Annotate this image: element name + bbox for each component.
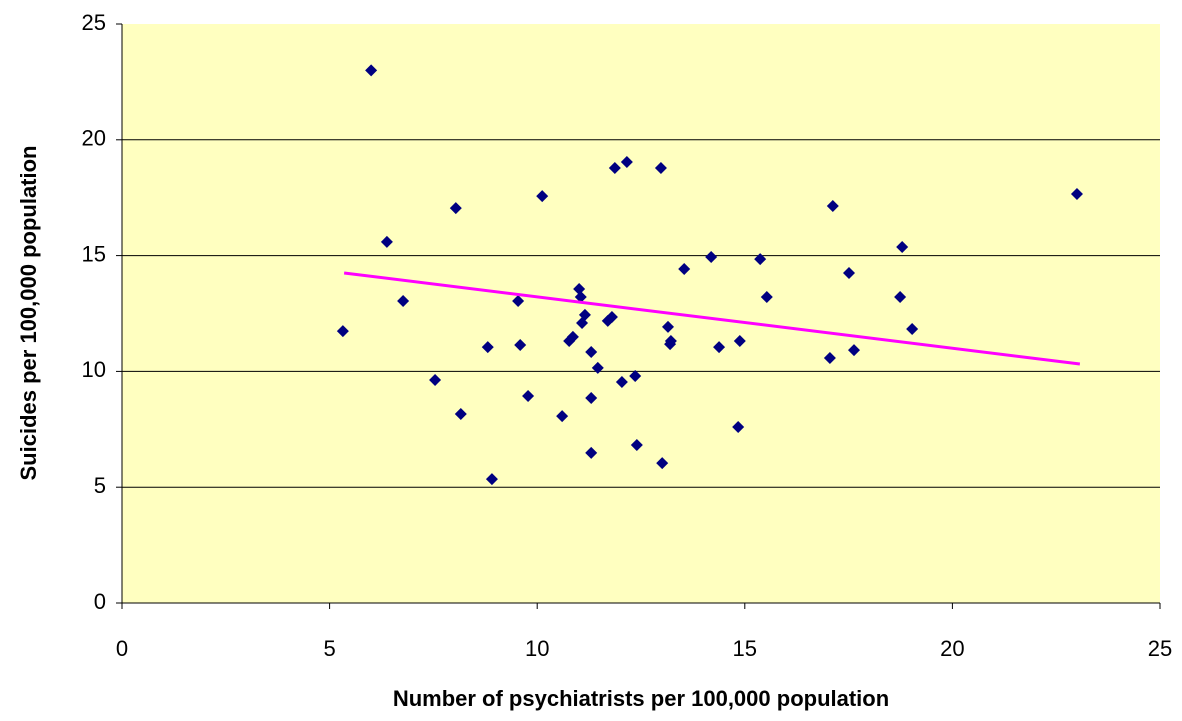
point	[630, 439, 643, 452]
point	[585, 392, 598, 405]
y-axis-title: Suicides per 100,000 population	[16, 146, 41, 481]
point	[843, 266, 856, 279]
point	[906, 323, 919, 336]
point	[397, 294, 410, 307]
point	[664, 335, 677, 348]
point	[522, 389, 535, 402]
point	[1070, 187, 1083, 200]
point	[605, 310, 618, 323]
trend-line	[343, 271, 1081, 366]
point	[896, 241, 909, 254]
point	[733, 335, 746, 348]
point	[732, 420, 745, 433]
point	[894, 291, 907, 304]
point	[365, 64, 378, 77]
plot-area	[122, 24, 1160, 603]
y-tick-label: 25	[82, 10, 106, 35]
point	[656, 457, 669, 470]
point	[591, 361, 604, 374]
y-tick-label: 10	[82, 357, 106, 382]
point	[336, 325, 349, 338]
x-axis-title: Number of psychiatrists per 100,000 popu…	[393, 686, 889, 711]
y-tick-label: 15	[82, 241, 106, 266]
point	[823, 351, 836, 364]
point	[536, 190, 549, 203]
point	[380, 235, 393, 248]
point	[485, 473, 498, 486]
point	[429, 373, 442, 386]
x-tick-label: 0	[116, 636, 128, 661]
point	[514, 338, 527, 351]
point	[620, 156, 633, 169]
point	[713, 341, 726, 354]
point	[705, 250, 718, 263]
x-tick-label: 20	[940, 636, 964, 661]
point	[585, 345, 598, 358]
point	[661, 320, 674, 333]
point	[578, 308, 591, 321]
point	[847, 344, 860, 357]
y-tick-label: 5	[94, 473, 106, 498]
x-tick-label: 10	[525, 636, 549, 661]
point	[454, 408, 467, 421]
point	[615, 376, 628, 389]
x-tick-label: 5	[323, 636, 335, 661]
point	[608, 162, 621, 175]
point	[449, 202, 462, 215]
point	[585, 446, 598, 459]
point	[566, 330, 579, 343]
point	[654, 162, 667, 175]
y-tick-label: 20	[82, 126, 106, 151]
point	[754, 253, 767, 266]
point	[481, 341, 494, 354]
point	[512, 294, 525, 307]
x-tick-label: 25	[1148, 636, 1172, 661]
y-tick-label: 0	[94, 589, 106, 614]
x-tick-label: 15	[733, 636, 757, 661]
point	[556, 410, 569, 423]
point	[760, 291, 773, 304]
point	[573, 282, 586, 295]
point	[826, 200, 839, 213]
point	[678, 263, 691, 276]
point	[629, 370, 642, 383]
point	[574, 291, 587, 304]
